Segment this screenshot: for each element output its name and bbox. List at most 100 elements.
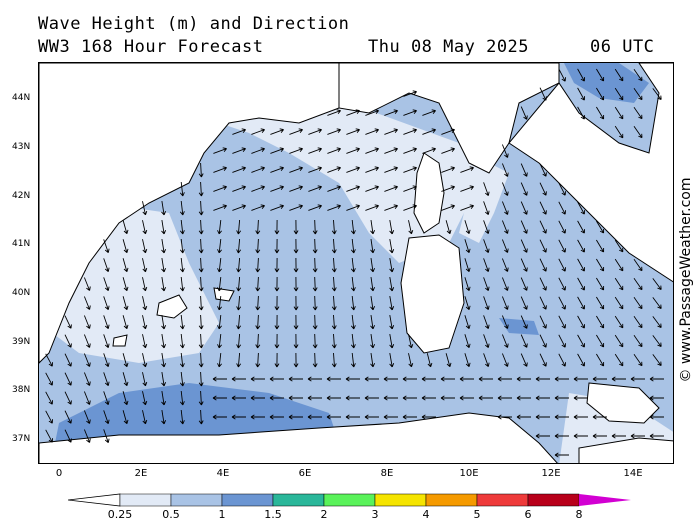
wave-arrow xyxy=(389,353,395,368)
wave-arrow xyxy=(251,166,265,173)
wave-arrow xyxy=(592,414,607,420)
wave-arrow xyxy=(142,353,148,368)
color-scale-bar xyxy=(68,493,631,507)
wave-arrow xyxy=(370,334,376,349)
wave-arrow xyxy=(64,410,72,424)
wave-arrow xyxy=(236,314,242,330)
wave-arrow xyxy=(652,88,662,101)
wave-arrow xyxy=(483,239,490,253)
wave-arrow xyxy=(501,144,509,158)
wave-arrow xyxy=(535,433,550,439)
wave-arrow xyxy=(161,372,167,387)
wave-arrow xyxy=(312,238,318,254)
wave-arrow xyxy=(274,333,280,349)
wave-arrow xyxy=(383,395,398,401)
wave-arrow xyxy=(331,314,337,330)
sicily-land xyxy=(586,382,660,424)
wave-arrow xyxy=(213,166,227,173)
wave-arrow xyxy=(122,296,129,311)
wave-direction-arrows xyxy=(45,68,664,458)
wave-arrow xyxy=(83,391,91,405)
wave-arrow xyxy=(179,390,185,406)
wave-arrow xyxy=(535,414,550,420)
wave-arrow xyxy=(269,376,284,382)
wave-arrow xyxy=(535,376,550,382)
wave-arrow xyxy=(483,334,490,348)
wave-arrow xyxy=(288,395,303,401)
lon-label-2e: 2E xyxy=(134,468,148,479)
wave-arrow xyxy=(539,182,547,196)
wave-arrow xyxy=(217,296,222,311)
wave-arrow xyxy=(596,296,605,310)
lat-label-38: 38N xyxy=(12,385,31,395)
wave-arrow xyxy=(142,258,148,273)
wave-arrow xyxy=(236,295,242,311)
wave-arrow xyxy=(516,376,531,382)
wave-arrow xyxy=(64,391,72,405)
wave-arrow xyxy=(312,219,318,235)
wave-arrow xyxy=(649,414,664,420)
wave-arrow xyxy=(255,238,261,254)
wave-arrow xyxy=(577,106,585,120)
wave-arrow xyxy=(83,296,91,310)
wave-arrow xyxy=(370,353,376,368)
wave-arrow xyxy=(161,277,167,292)
wave-arrow xyxy=(236,219,242,235)
wave-arrow xyxy=(592,433,607,439)
wave-arrow xyxy=(483,296,490,310)
wave-arrow xyxy=(464,296,471,311)
wave-arrow xyxy=(577,220,585,234)
wave-arrow xyxy=(327,109,341,116)
sea-band-1-tyrrhenian xyxy=(499,318,539,335)
lat-label-37: 37N xyxy=(12,434,31,444)
wave-arrow xyxy=(308,128,322,135)
wave-arrow xyxy=(213,147,227,154)
wave-arrow xyxy=(293,314,299,330)
wave-arrow xyxy=(596,315,605,329)
wave-arrow xyxy=(312,276,318,292)
wave-arrow xyxy=(614,258,624,272)
wave-arrow xyxy=(212,376,227,382)
wave-arrow xyxy=(198,352,204,368)
colorbar-segment-1 xyxy=(170,493,223,507)
wave-arrow xyxy=(614,277,624,291)
wave-arrow xyxy=(539,220,547,234)
wave-arrow xyxy=(554,395,569,401)
forecast-time: 06 UTC xyxy=(590,37,655,57)
wave-arrow xyxy=(383,414,398,420)
wave-arrow xyxy=(217,334,222,349)
mallorca-land xyxy=(156,294,188,319)
wave-arrow xyxy=(255,333,261,349)
wave-arrow xyxy=(520,220,528,234)
wave-arrow xyxy=(293,219,299,235)
wave-arrow xyxy=(497,414,512,420)
ibiza-land xyxy=(112,334,128,347)
wave-arrow xyxy=(232,147,246,154)
wave-arrow xyxy=(365,185,379,192)
lon-label-6e: 6E xyxy=(298,468,312,479)
wave-arrow xyxy=(308,147,322,154)
wave-arrow xyxy=(577,87,585,101)
wave-arrow xyxy=(535,395,550,401)
wave-arrow xyxy=(103,296,110,310)
wave-arrow xyxy=(83,353,91,367)
wave-arrow xyxy=(483,201,490,215)
wave-arrow xyxy=(103,391,110,405)
wave-arrow xyxy=(459,395,474,401)
wave-arrow xyxy=(558,353,566,367)
wave-arrow xyxy=(326,376,341,382)
wave-arrow xyxy=(652,297,662,310)
wave-arrow xyxy=(558,201,566,215)
wave-arrow xyxy=(520,201,528,215)
wave-arrow xyxy=(633,88,643,101)
wave-arrow xyxy=(389,239,395,254)
wave-arrow xyxy=(539,87,547,101)
wave-arrow xyxy=(350,257,356,273)
wave-map-canvas xyxy=(39,63,673,463)
wave-arrow xyxy=(614,353,624,367)
wave-arrow xyxy=(577,315,585,329)
wave-arrow xyxy=(403,128,417,135)
wave-arrow xyxy=(198,390,204,406)
wave-arrow xyxy=(312,333,318,349)
wave-arrow xyxy=(103,334,110,348)
